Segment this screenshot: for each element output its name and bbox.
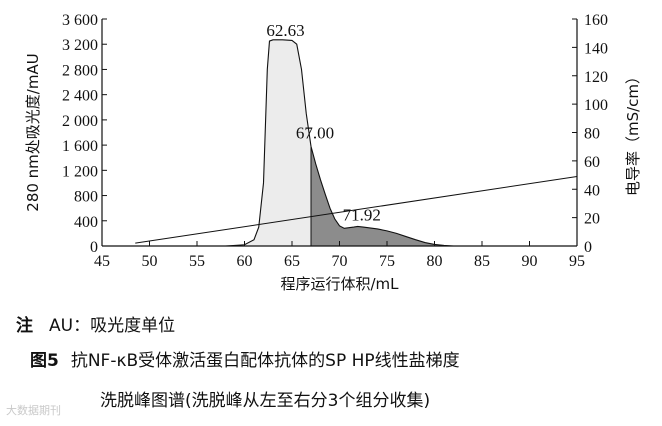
note-label: 注: [16, 316, 33, 336]
y-left-tick-label: 1 200: [62, 163, 98, 180]
y-left-tick-label: 400: [74, 214, 98, 231]
figure-caption-line2: 洗脱峰图谱(洗脱峰从左至右分3个组分收集): [100, 391, 431, 411]
figure-number: 图5: [30, 351, 59, 371]
x-tick-label: 95: [569, 253, 585, 270]
y-right-tick-label: 20: [584, 211, 600, 228]
y-left-tick-label: 3 200: [62, 37, 98, 54]
curves: [102, 39, 578, 247]
fraction-2-3-area: [311, 146, 454, 246]
y-right-tick-label: 140: [584, 40, 608, 57]
x-axis-title: 程序运行体积/mL: [280, 275, 399, 293]
x-tick-label: 85: [474, 253, 490, 270]
peak-label: 71.92: [343, 205, 381, 224]
x-tick-label: 60: [237, 253, 253, 270]
conductivity-line: [135, 175, 578, 244]
x-tick-label: 70: [332, 253, 348, 270]
y-right-tick-label: 60: [584, 154, 600, 171]
y-right-tick-label: 160: [584, 12, 608, 29]
y-right-tick-label: 80: [584, 126, 600, 143]
figure-caption-line1: 图5 抗NF-κB受体激活蛋白配体抗体的SP HP线性盐梯度: [30, 346, 460, 371]
peak-label: 67.00: [296, 123, 334, 142]
x-tick-label: 90: [522, 253, 538, 270]
y-right-tick-label: 0: [584, 239, 592, 256]
x-tick-label: 50: [142, 253, 158, 270]
y-left-tick-label: 800: [74, 189, 98, 206]
fraction-1-area: [225, 39, 311, 246]
caption-text-line1: 抗NF-κB受体激活蛋白配体抗体的SP HP线性盐梯度: [70, 351, 460, 371]
y-left-tick-label: 3 600: [62, 12, 98, 29]
note-text: AU：吸光度单位: [49, 316, 176, 336]
figure-note: 注 AU：吸光度单位: [16, 311, 175, 336]
y-left-tick-label: 2 400: [62, 88, 98, 105]
y-left-tick-label: 0: [90, 239, 98, 256]
peak-label: 62.63: [266, 21, 304, 40]
y-left-axis-title: 280 nm处吸光度/mAU: [24, 53, 42, 211]
y-right-axis-title: 电导率（mS/cm）: [624, 69, 642, 196]
y-right-tick-label: 100: [584, 97, 608, 114]
x-tick-label: 45: [94, 253, 110, 270]
x-tick-label: 55: [189, 253, 205, 270]
y-left-tick-label: 2 800: [62, 62, 98, 79]
absorbance-curve: [102, 39, 577, 247]
x-tick-label: 75: [379, 253, 395, 270]
y-left-tick-label: 1 600: [62, 138, 98, 155]
watermark: 大数据期刊: [6, 404, 61, 417]
y-left-tick-label: 2 000: [62, 113, 98, 130]
labels: 程序运行体积/mL 280 nm处吸光度/mAU 电导率（mS/cm） 62.63 67…: [24, 21, 642, 293]
fraction-fills: [225, 39, 454, 246]
y-right-tick-label: 120: [584, 69, 608, 86]
x-tick-label: 80: [427, 253, 443, 270]
y-right-tick-label: 40: [584, 182, 600, 199]
x-tick-label: 65: [284, 253, 300, 270]
